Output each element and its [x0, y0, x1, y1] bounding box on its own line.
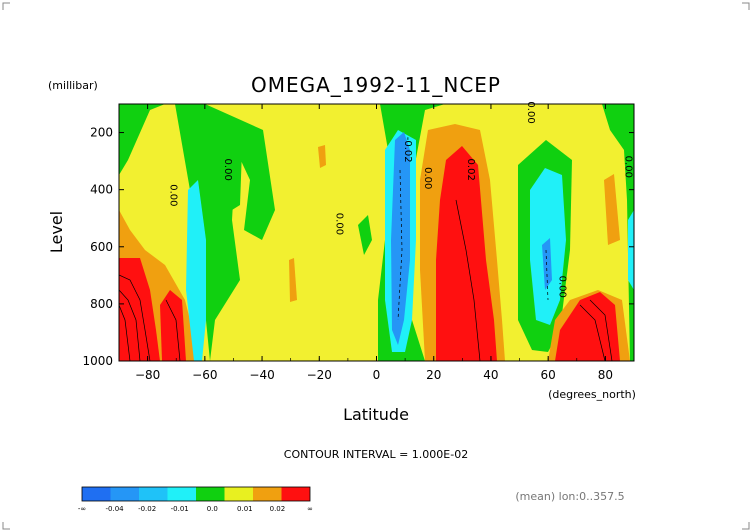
colorbar-swatch	[82, 487, 111, 501]
colorbar-swatch	[167, 487, 196, 501]
region-down-small-a	[318, 145, 326, 168]
colorbar-label: 0.02	[270, 505, 286, 513]
region-down-small-b	[289, 258, 297, 302]
x-units-label: (degrees_north)	[548, 388, 636, 401]
plot-area	[118, 103, 635, 362]
region-down-north-edge	[604, 174, 620, 245]
colorbar-label: 0.0	[207, 505, 218, 513]
contour-labels: 0.00 0.00 0.00 -0.02 0.00 0.02 0.00 0.00 0.00	[168, 101, 634, 297]
x-axis: −80 −60 −40 −20 0 20 40 60 80	[118, 104, 635, 382]
x-tick-label: 0	[373, 368, 381, 382]
colorbar-swatch	[139, 487, 168, 501]
colorbar-swatch	[281, 487, 310, 501]
contour-label: 0.00	[168, 184, 179, 206]
y-tick-label: 400	[90, 183, 113, 197]
contour-label: 0.00	[525, 101, 536, 123]
colorbar-label: ∞	[307, 505, 313, 513]
x-tick-label: −20	[307, 368, 332, 382]
y-tick-label: 800	[90, 297, 113, 311]
colorbar-swatch	[224, 487, 253, 501]
y-units-label: (millibar)	[48, 79, 98, 92]
colorbar-frame	[81, 486, 311, 502]
y-tick-label: 200	[90, 126, 113, 140]
x-tick-label: −40	[249, 368, 274, 382]
contour-label: -0.02	[402, 137, 413, 163]
contour-label: 0.00	[622, 156, 633, 178]
contour-interval-text: CONTOUR INTERVAL = 1.000E-02	[284, 448, 468, 461]
region-weak-up-edge	[628, 210, 634, 290]
y-axis: 200 400 600 800 1000	[82, 126, 634, 368]
region-up-north	[542, 238, 552, 290]
y-tick-label: 600	[90, 240, 113, 254]
x-tick-label: 20	[426, 368, 441, 382]
y-axis-label: Level	[47, 211, 66, 253]
colorbar-label: -0.04	[106, 505, 125, 513]
region-weak-up-south	[186, 180, 206, 361]
colorbar-label: -0.02	[138, 505, 156, 513]
x-tick-label: 40	[483, 368, 498, 382]
x-axis-label: Latitude	[343, 405, 409, 424]
region-up-eq	[391, 132, 410, 345]
region-strong-down-south	[119, 258, 160, 361]
region-neutral-island-a	[232, 150, 242, 210]
mean-note: (mean) lon:0..357.5	[515, 490, 624, 503]
colorbar-swatch	[110, 487, 139, 501]
colorbar-swatch	[196, 487, 225, 501]
x-tick-label: −80	[135, 368, 160, 382]
y-tick-label: 1000	[82, 354, 113, 368]
x-tick-label: 60	[541, 368, 556, 382]
x-tick-label: 80	[598, 368, 613, 382]
region-neutral-island-b	[358, 215, 372, 255]
region-strong-down-south2	[160, 290, 186, 361]
contour-label: 0.00	[222, 159, 233, 181]
x-tick-label: −60	[192, 368, 217, 382]
colorbar-label: -0.01	[171, 505, 189, 513]
region-weak-down-mid	[205, 104, 388, 361]
region-strong-down-north2	[555, 292, 620, 361]
chart-title: OMEGA_1992-11_NCEP	[251, 73, 501, 97]
contour-label: 0.00	[557, 276, 568, 298]
colorbar-label: -∞	[78, 505, 86, 513]
colorbar: -∞ -0.04 -0.02 -0.01 0.0 0.01 0.02 ∞	[78, 486, 313, 513]
contour-label: 0.02	[465, 159, 476, 181]
contour-label: 0.00	[333, 213, 344, 235]
colorbar-label: 0.01	[237, 505, 253, 513]
colorbar-swatch	[253, 487, 282, 501]
contour-label: 0.00	[422, 167, 433, 189]
contour-lines	[119, 169, 613, 361]
